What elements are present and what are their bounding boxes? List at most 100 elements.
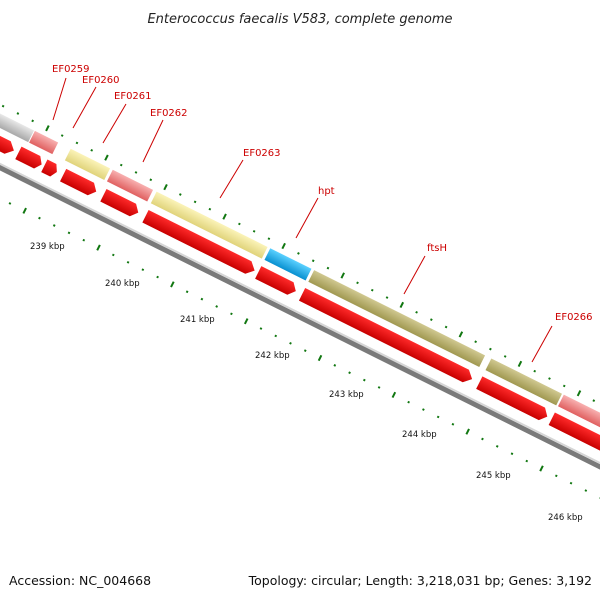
gene-bar-ef0260[interactable]: [64, 148, 111, 181]
lower-tick-row: [8, 202, 600, 500]
scale-tick-lower: [126, 260, 130, 264]
gene-bar-hpt[interactable]: [264, 248, 312, 281]
scale-tick-upper: [281, 242, 286, 250]
scale-tick-upper: [326, 266, 330, 270]
scale-tick-lower: [554, 474, 558, 478]
scale-tick-upper: [430, 318, 433, 321]
genome-backbone: [0, 128, 600, 491]
cds-arrow[interactable]: [255, 266, 299, 297]
scale-tick-upper: [134, 171, 138, 174]
kbp-label: 240 kbp: [105, 279, 140, 289]
scale-tick-lower: [82, 238, 86, 242]
map-title: Enterococcus faecalis V583, complete gen…: [147, 12, 452, 27]
scale-tick-upper: [238, 222, 241, 226]
scale-tick-lower: [259, 327, 263, 330]
cds-arrow[interactable]: [476, 376, 550, 422]
scale-tick-lower: [481, 437, 484, 441]
scale-tick-upper: [267, 237, 271, 241]
scale-tick-lower: [465, 428, 470, 435]
scale-tick-lower: [215, 305, 219, 308]
callout-line-ef0261: [102, 103, 127, 144]
scale-tick-lower: [243, 318, 249, 325]
kbp-label: 239 kbp: [30, 242, 65, 252]
gene-bar-ef0263[interactable]: [150, 191, 268, 259]
cds-arrow[interactable]: [59, 168, 99, 198]
gene-label-ef0263[interactable]: EF0263: [243, 148, 281, 159]
scale-tick-lower: [422, 408, 425, 411]
scale-tick-lower: [185, 290, 189, 294]
scale-tick-upper: [178, 193, 182, 196]
scale-tick-lower: [67, 231, 71, 235]
gene-bar-ef0261[interactable]: [106, 169, 154, 202]
scale-tick-lower: [539, 465, 544, 472]
scale-tick-lower: [170, 281, 175, 288]
kbp-label: 246 kbp: [548, 513, 583, 523]
scale-tick-lower: [348, 371, 351, 375]
scale-tick-upper: [1, 104, 5, 108]
accession-text: Accession: NC_004668: [9, 573, 151, 588]
cds-arrow[interactable]: [298, 288, 475, 385]
cds-arrow[interactable]: [548, 412, 600, 460]
scale-tick-lower: [525, 459, 529, 463]
scale-tick-upper: [517, 360, 523, 367]
scale-tick-upper: [370, 288, 374, 292]
scale-tick-lower: [111, 253, 115, 257]
scale-tick-lower: [96, 244, 101, 251]
gene-callouts: [52, 77, 553, 363]
kbp-label: 241 kbp: [180, 315, 215, 325]
scale-tick-upper: [208, 207, 212, 211]
scale-tick-upper: [104, 154, 109, 161]
scale-tick-lower: [289, 341, 292, 345]
cds-arrow[interactable]: [15, 146, 45, 171]
scale-tick-upper: [75, 141, 79, 145]
scale-tick-lower: [22, 207, 27, 214]
scale-tick-upper: [31, 119, 34, 123]
kbp-label: 245 kbp: [476, 471, 511, 481]
scale-tick-lower: [391, 391, 397, 398]
callout-line-ef0263: [219, 159, 244, 199]
gene-label-hpt[interactable]: hpt: [318, 186, 335, 197]
gene-label-ef0260[interactable]: EF0260: [82, 75, 120, 86]
genome-summary-text: Topology: circular; Length: 3,218,031 bp…: [248, 573, 592, 588]
gene-bar-ef0265[interactable]: [485, 358, 563, 406]
cds-arrow[interactable]: [41, 159, 60, 179]
callout-line-ef0259: [52, 77, 67, 121]
scale-tick-upper: [222, 213, 227, 220]
gene-bar-ef0266[interactable]: [558, 394, 600, 434]
scale-tick-lower: [230, 312, 233, 316]
callout-line-ef0262: [142, 119, 164, 163]
scale-tick-lower: [510, 452, 514, 456]
scale-tick-lower: [38, 216, 41, 220]
scale-tick-upper: [297, 252, 300, 255]
scale-tick-lower: [333, 364, 337, 367]
gene-bar-ftsh[interactable]: [308, 270, 486, 368]
scale-tick-upper: [340, 272, 345, 279]
scale-tick-upper: [415, 310, 418, 314]
gene-label-ef0259[interactable]: EF0259: [52, 64, 90, 75]
scale-tick-upper: [356, 281, 359, 285]
scale-tick-upper: [548, 377, 551, 380]
scale-tick-upper: [16, 112, 20, 115]
scale-tick-upper: [562, 384, 566, 388]
scale-tick-lower: [495, 445, 499, 448]
gene-label-ef0261[interactable]: EF0261: [114, 91, 152, 102]
scale-tick-upper: [489, 347, 492, 351]
scale-tick-upper: [474, 340, 477, 344]
scale-tick-lower: [274, 334, 278, 338]
upper-tick-row: [1, 104, 596, 402]
scale-tick-lower: [407, 400, 410, 404]
gene-label-ef0262[interactable]: EF0262: [150, 108, 188, 119]
callout-line-ftsh: [403, 255, 426, 295]
scale-tick-upper: [576, 390, 582, 397]
gene-bar-ef0259[interactable]: [29, 130, 59, 155]
callout-line-ef0266: [531, 325, 553, 363]
gene-label-ef0266[interactable]: EF0266: [555, 312, 593, 323]
gene-bar-ef0258[interactable]: [0, 101, 35, 143]
cds-arrow[interactable]: [100, 188, 141, 219]
cds-arrow[interactable]: [142, 209, 257, 277]
gene-label-ftsh[interactable]: ftsH: [427, 243, 447, 254]
scale-tick-lower: [156, 275, 159, 279]
scale-tick-upper: [60, 134, 64, 137]
scale-tick-upper: [444, 325, 448, 329]
